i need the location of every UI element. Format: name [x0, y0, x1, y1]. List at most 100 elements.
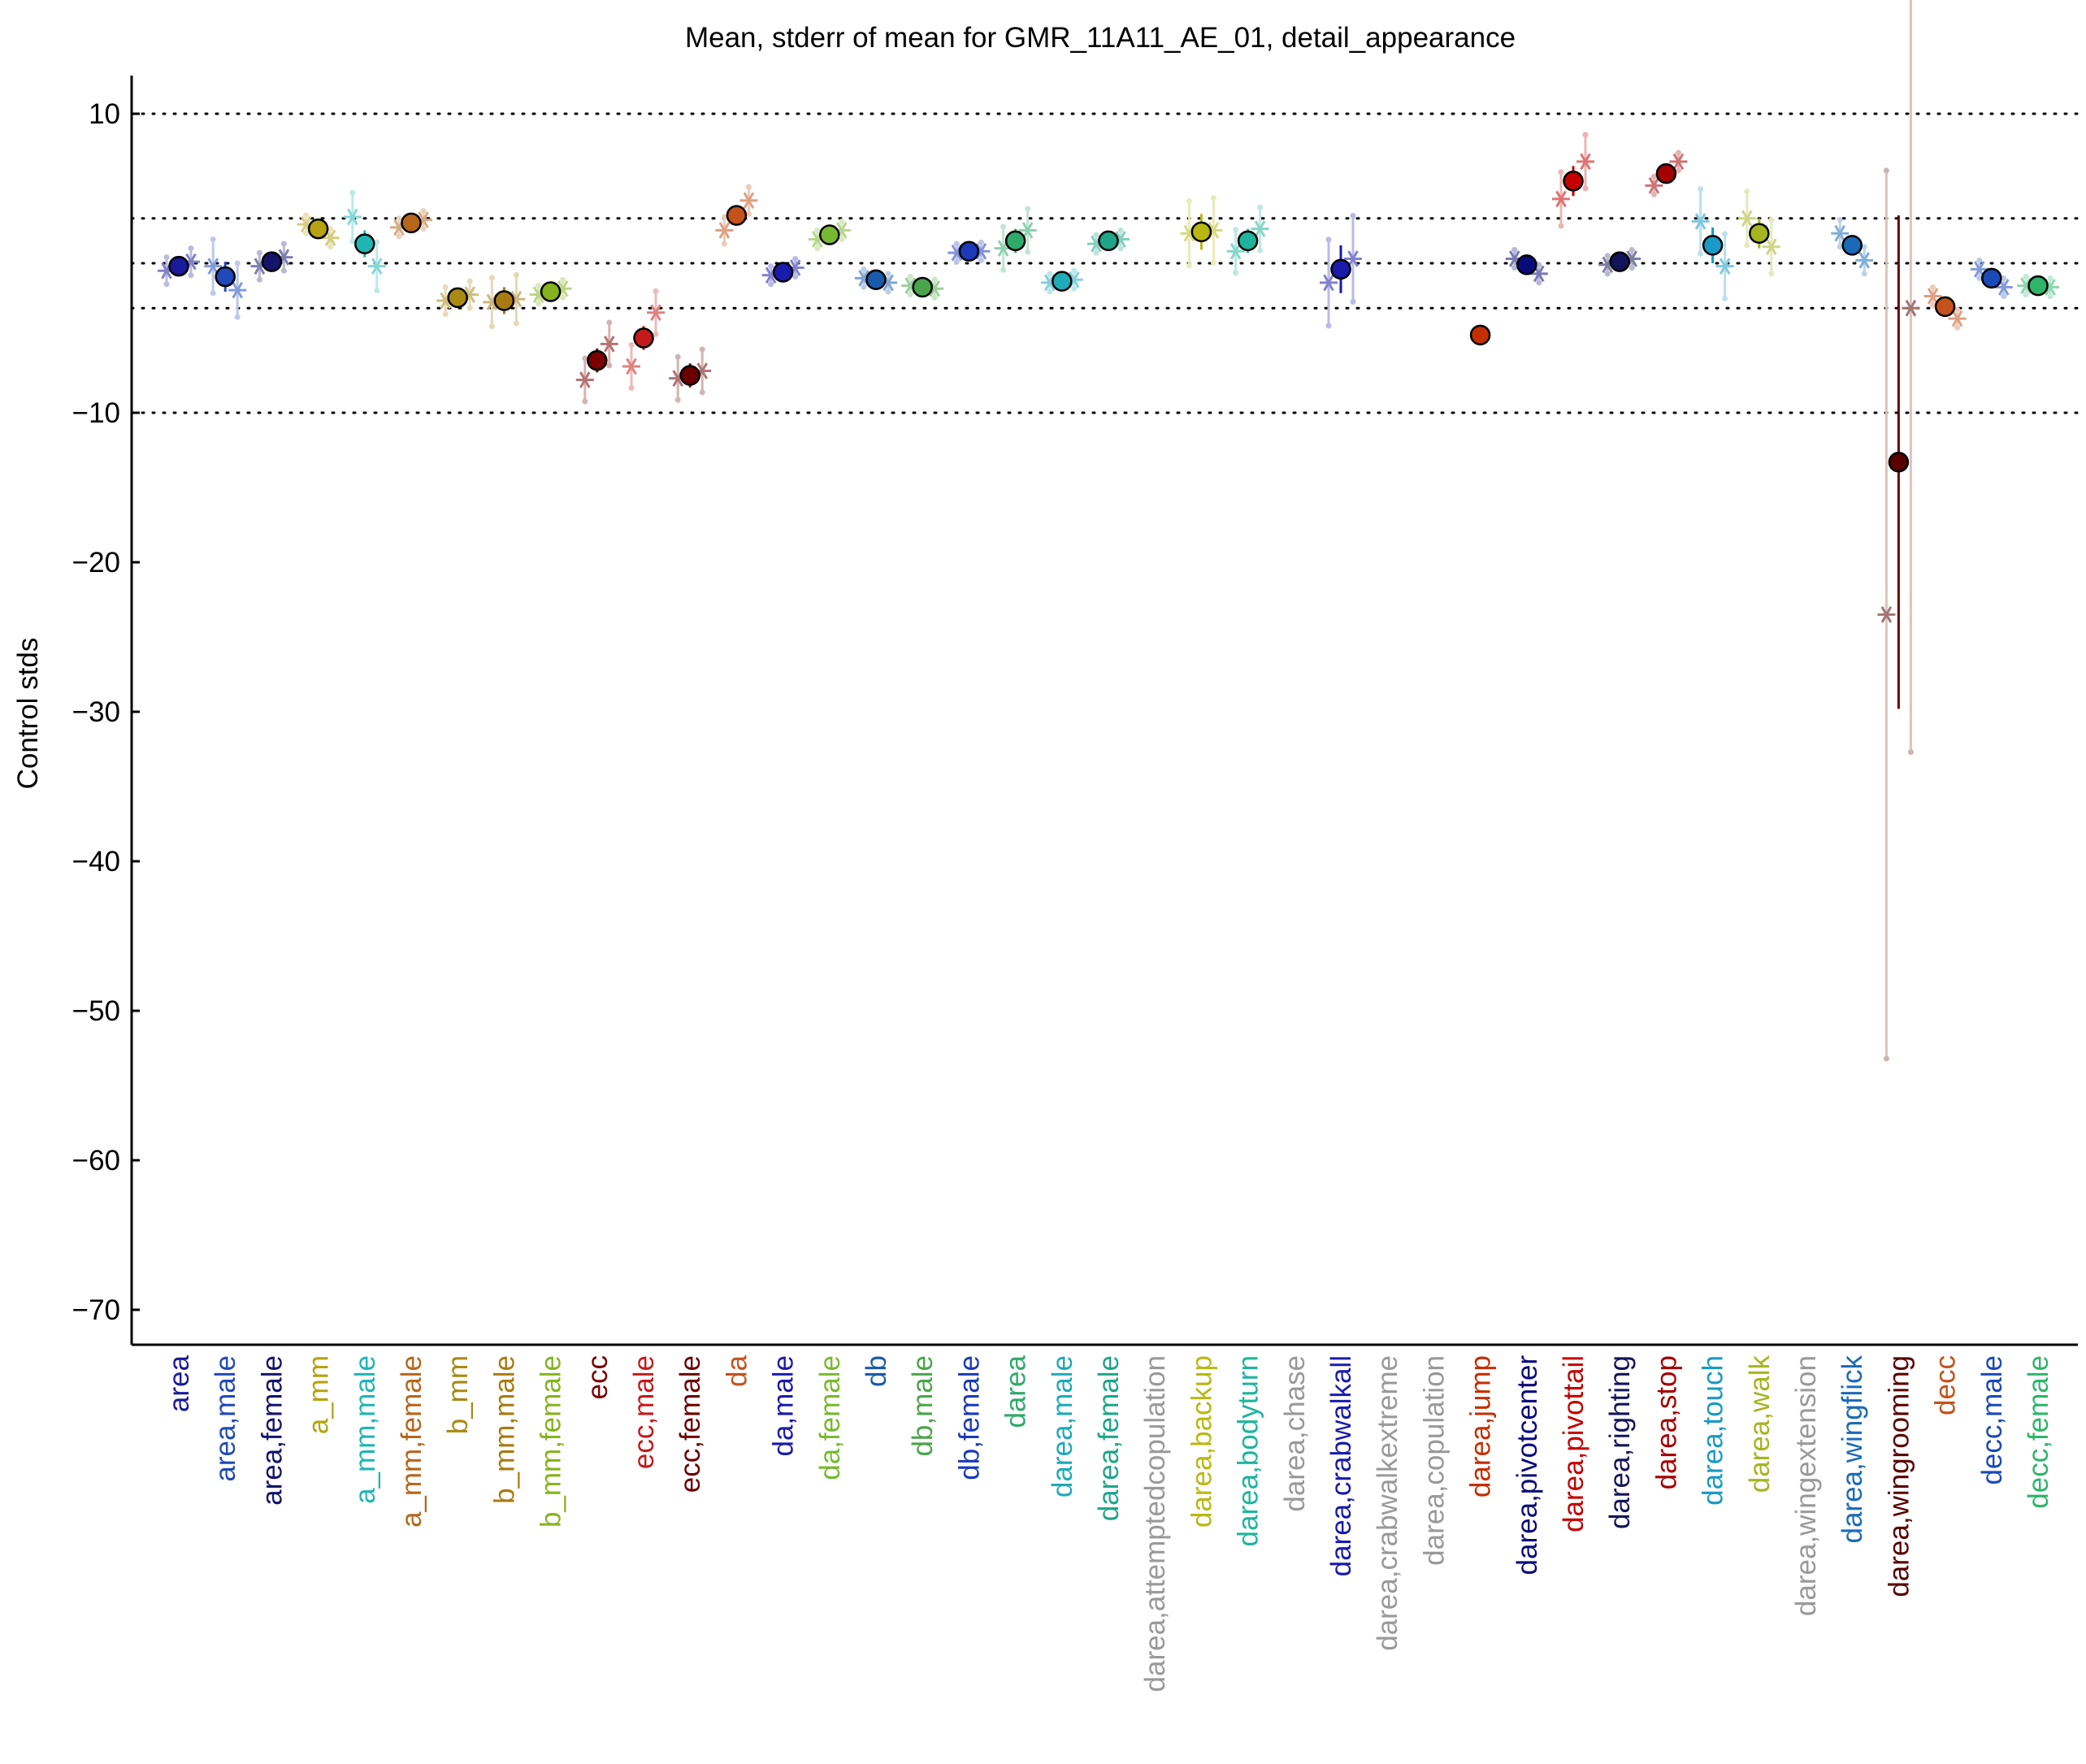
sub-error-dot — [536, 283, 542, 289]
sub-marker — [1902, 299, 1920, 317]
sub-marker — [1669, 153, 1688, 171]
sub-marker-stroke — [1254, 220, 1266, 237]
x-tick-label: a_mm,female — [396, 1355, 427, 1528]
sub-error-dot — [721, 214, 727, 220]
sub-error-dot — [374, 287, 380, 293]
x-tick-label: darea,crabwalkall — [1325, 1355, 1357, 1576]
sub-marker — [647, 304, 665, 321]
sub-error-dot — [1071, 285, 1078, 292]
x-tick-label: darea,wingflick — [1837, 1355, 1868, 1544]
sub-marker-stroke — [718, 222, 731, 239]
sub-error-dot — [1350, 212, 1356, 219]
sub-error-dot — [163, 254, 170, 261]
sub-marker — [1762, 238, 1780, 256]
sub-marker-stroke — [1694, 213, 1707, 230]
sub-error-dot — [745, 210, 752, 217]
sub-marker-stroke — [207, 258, 219, 275]
sub-error-dot — [442, 284, 449, 290]
x-tick-label: da,female — [814, 1355, 846, 1480]
sub-error-dot — [442, 311, 449, 318]
sub-error-dot — [653, 288, 659, 294]
x-tick-label: ecc — [582, 1355, 614, 1399]
mean-marker — [1516, 254, 1537, 275]
mean-marker — [726, 205, 748, 226]
sub-marker — [1018, 222, 1037, 239]
sub-error-dot — [1604, 271, 1611, 277]
sub-error-dot — [210, 290, 216, 297]
y-tick-label: −70 — [72, 1294, 120, 1326]
sub-marker — [1855, 252, 1874, 269]
sub-error-dot — [1093, 249, 1099, 256]
sub-error-dot — [1186, 262, 1192, 269]
sub-error-dot — [420, 226, 427, 232]
sub-error-dot — [1117, 245, 1124, 252]
sub-marker — [600, 336, 618, 353]
sub-error-dot — [280, 267, 287, 274]
sub-error-dot — [396, 233, 402, 240]
sub-error-dot — [1976, 275, 1983, 281]
sub-error-dot — [2047, 293, 2053, 299]
sub-marker — [575, 371, 594, 388]
sub-marker — [1552, 190, 1570, 208]
sub-error-dot — [1186, 197, 1192, 204]
mean-marker — [307, 218, 329, 240]
sub-error-dot — [674, 397, 681, 403]
sub-marker-stroke — [858, 270, 870, 287]
sub-marker-stroke — [324, 229, 336, 246]
chart-title: Mean, stderr of mean for GMR_11A11_AE_01… — [685, 22, 1516, 54]
x-tick-label: darea,pivottail — [1558, 1355, 1589, 1532]
sub-error-dot — [814, 228, 821, 234]
sub-error-dot — [768, 281, 774, 288]
x-tick-label: darea,touch — [1698, 1355, 1729, 1506]
sub-error-dot — [721, 241, 727, 247]
mean-marker — [1563, 171, 1584, 192]
sub-error-dot — [1511, 246, 1518, 253]
sub-error-dot — [188, 272, 194, 279]
sub-marker-stroke — [347, 208, 358, 226]
x-tick-label: decc,female — [2023, 1355, 2054, 1509]
sub-error-dot — [256, 276, 262, 283]
sub-error-dot — [1628, 265, 1635, 271]
sub-error-dot — [839, 236, 845, 243]
sub-marker — [1923, 288, 1942, 305]
sub-error-dot — [1536, 262, 1542, 268]
sub-marker — [1948, 310, 1967, 327]
sub-error-dot — [1257, 247, 1264, 254]
sub-error-dot — [582, 355, 588, 362]
sub-error-dot — [1257, 204, 1264, 210]
sub-marker — [1344, 250, 1362, 267]
sub-error-dot — [814, 245, 821, 252]
sub-error-dot — [1604, 253, 1611, 259]
sub-error-dot — [1210, 195, 1216, 202]
sub-error-dot — [699, 389, 705, 396]
sub-error-dot — [1930, 284, 1936, 290]
sub-marker-stroke — [2020, 277, 2032, 294]
sub-error-dot — [1511, 265, 1518, 271]
sub-error-dot — [1744, 242, 1750, 249]
sub-error-dot — [1210, 259, 1216, 266]
sub-error-dot — [420, 208, 427, 215]
sub-error-dot — [2023, 274, 2029, 280]
x-tick-label: darea,attemptedcopulation — [1139, 1355, 1171, 1692]
sub-marker-stroke — [975, 243, 987, 260]
sub-error-dot — [768, 263, 774, 270]
mean-marker — [1981, 267, 2002, 289]
sub-error-dot — [303, 230, 310, 236]
x-tick-label: db — [861, 1355, 892, 1387]
x-tick-label: darea,copulation — [1418, 1355, 1450, 1566]
sub-error-dot — [1350, 298, 1356, 305]
sub-error-dot — [1698, 250, 1704, 257]
mean-marker — [1004, 230, 1026, 252]
y-axis-label: Control stds — [12, 638, 44, 790]
sub-marker-stroke — [1858, 252, 1870, 269]
y-tick-label: −60 — [72, 1145, 120, 1177]
sub-error-dot — [1930, 302, 1936, 309]
sub-marker-stroke — [1951, 310, 1963, 327]
mean-marker — [633, 327, 654, 349]
sub-error-dot — [1722, 231, 1728, 237]
mean-marker — [401, 212, 422, 234]
sub-marker-stroke — [1880, 606, 1893, 623]
mean-marker — [1609, 251, 1630, 272]
sub-error-dot — [1954, 306, 1961, 313]
